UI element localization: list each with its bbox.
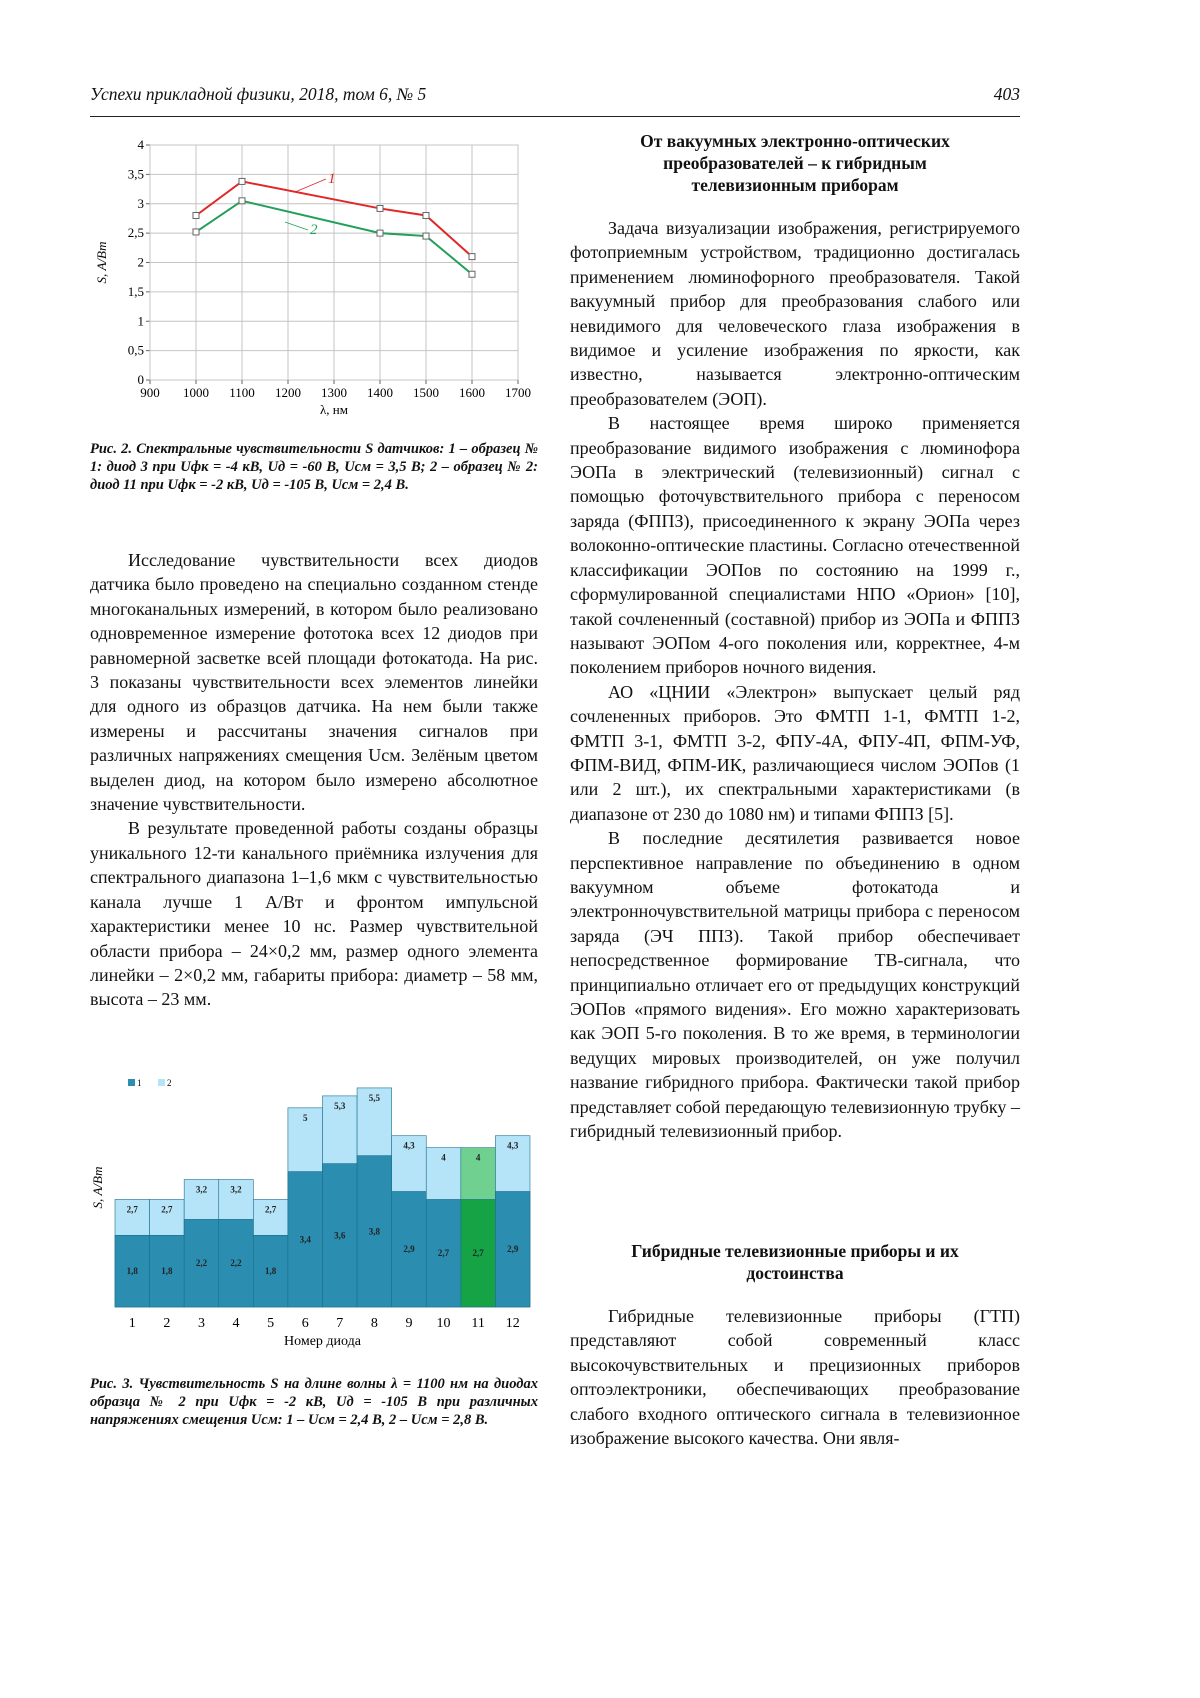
section-title: От вакуумных электронно-оптических преоб… — [600, 130, 990, 196]
x-tick-label: 1 — [129, 1316, 136, 1331]
value-label: 2,9 — [403, 1244, 415, 1254]
y-tick-label: 1,5 — [128, 284, 144, 299]
paragraph: Задача визуализации изображения, регистр… — [570, 216, 1020, 411]
right-text: Гибридные телевизионные приборы (ГТП) пр… — [570, 1304, 1020, 1450]
marker — [193, 213, 199, 219]
x-tick-label: 1500 — [413, 385, 439, 400]
x-tick-label: 8 — [371, 1316, 378, 1331]
value-label: 1,8 — [265, 1266, 277, 1276]
marker — [469, 254, 475, 260]
x-tick-label: 10 — [437, 1316, 451, 1331]
x-tick-label: 1000 — [183, 385, 209, 400]
x-axis-label: λ, нм — [320, 402, 348, 417]
x-tick-label: 1400 — [367, 385, 393, 400]
y-axis-label: S, А/Вт — [94, 241, 109, 283]
x-tick-label: 5 — [267, 1316, 274, 1331]
x-tick-label: 1600 — [459, 385, 485, 400]
value-label: 2,7 — [438, 1248, 450, 1258]
marker — [239, 178, 245, 184]
marker — [193, 229, 199, 235]
y-axis-label: S, А/Вт — [90, 1166, 105, 1208]
legend-label: 1 — [137, 1078, 142, 1088]
marker — [239, 198, 245, 204]
header-rule — [90, 116, 1020, 117]
x-tick-label: 6 — [302, 1316, 309, 1331]
value-label: 1,8 — [127, 1266, 139, 1276]
value-label: 2,7 — [265, 1204, 277, 1214]
paragraph: В результате проведенной работы созданы … — [90, 816, 538, 1011]
legend-label: 2 — [167, 1078, 172, 1088]
value-label: 4,3 — [507, 1141, 519, 1151]
x-tick-label: 7 — [336, 1316, 343, 1331]
value-label: 2,2 — [230, 1258, 242, 1268]
x-tick-label: 900 — [140, 385, 160, 400]
figure-2-caption: Рис. 2. Спектральные чувствительности S … — [90, 440, 538, 494]
x-tick-label: 2 — [163, 1316, 170, 1331]
series-label: 1 — [328, 171, 336, 187]
x-tick-label: 1300 — [321, 385, 347, 400]
value-label: 1,8 — [161, 1266, 173, 1276]
y-tick-label: 1 — [138, 313, 145, 328]
marker — [377, 205, 383, 211]
value-label: 3,2 — [196, 1185, 208, 1195]
x-tick-label: 11 — [471, 1316, 484, 1331]
x-tick-label: 1200 — [275, 385, 301, 400]
marker — [377, 230, 383, 236]
x-tick-label: 1700 — [505, 385, 531, 400]
value-label: 2,2 — [196, 1258, 208, 1268]
x-tick-label: 3 — [198, 1316, 205, 1331]
y-tick-label: 2,5 — [128, 225, 144, 240]
y-tick-label: 3,5 — [128, 166, 144, 181]
value-label: 3,6 — [334, 1230, 346, 1240]
legend-swatch — [158, 1079, 165, 1086]
value-label: 3,2 — [230, 1185, 242, 1195]
value-label: 5,5 — [369, 1093, 381, 1103]
y-tick-label: 3 — [138, 196, 145, 211]
paragraph: Исследование чувствительности всех диодо… — [90, 548, 538, 816]
y-tick-label: 2 — [138, 255, 145, 270]
paragraph: Гибридные телевизионные приборы (ГТП) пр… — [570, 1304, 1020, 1450]
marker — [469, 271, 475, 277]
x-tick-label: 1100 — [229, 385, 255, 400]
marker — [423, 213, 429, 219]
x-axis-label: Номер диода — [284, 1334, 362, 1349]
value-label: 4 — [476, 1153, 481, 1163]
figure-3-chart: 1,8 1,8 2,2 2,2 1,8 3,4 3,6 3,8 2,9 2,7 2,7 2,9 2,7 2… — [90, 1060, 550, 1355]
right-text: Задача визуализации изображения, регистр… — [570, 216, 1020, 1143]
marker — [423, 233, 429, 239]
value-label: 2,7 — [473, 1248, 485, 1258]
section-title: Гибридные телевизионные приборы и их дос… — [620, 1240, 970, 1284]
paragraph: АО «ЦНИИ «Электрон» выпускает целый ряд … — [570, 680, 1020, 826]
y-tick-label: 4 — [138, 137, 145, 152]
value-label: 5,3 — [334, 1101, 346, 1111]
x-tick-label: 12 — [506, 1316, 520, 1331]
paragraph: В настоящее время широко применяется пре… — [570, 411, 1020, 679]
value-label: 4,3 — [403, 1141, 415, 1151]
value-label: 2,7 — [127, 1204, 139, 1214]
journal-title: Успехи прикладной физики, 2018, том 6, №… — [90, 84, 426, 105]
value-label: 2,7 — [161, 1204, 173, 1214]
x-tick-label: 4 — [233, 1316, 240, 1331]
legend-swatch — [128, 1079, 135, 1086]
value-label: 2,9 — [507, 1244, 519, 1254]
paragraph: В последние десятилетия развивается ново… — [570, 826, 1020, 1143]
series-label: 2 — [310, 222, 318, 238]
figure-2-chart: 00,511,522,533,5490010001100120013001400… — [90, 130, 550, 430]
value-label: 3,8 — [369, 1226, 381, 1236]
left-text: Исследование чувствительности всех диодо… — [90, 548, 538, 1012]
y-tick-label: 0,5 — [128, 343, 144, 358]
value-label: 5 — [303, 1113, 308, 1123]
value-label: 3,4 — [300, 1234, 312, 1244]
page-number: 403 — [980, 84, 1020, 105]
x-tick-label: 9 — [405, 1316, 412, 1331]
figure-3-caption: Рис. 3. Чувствительность S на длине волн… — [90, 1375, 538, 1429]
value-label: 4 — [441, 1153, 446, 1163]
